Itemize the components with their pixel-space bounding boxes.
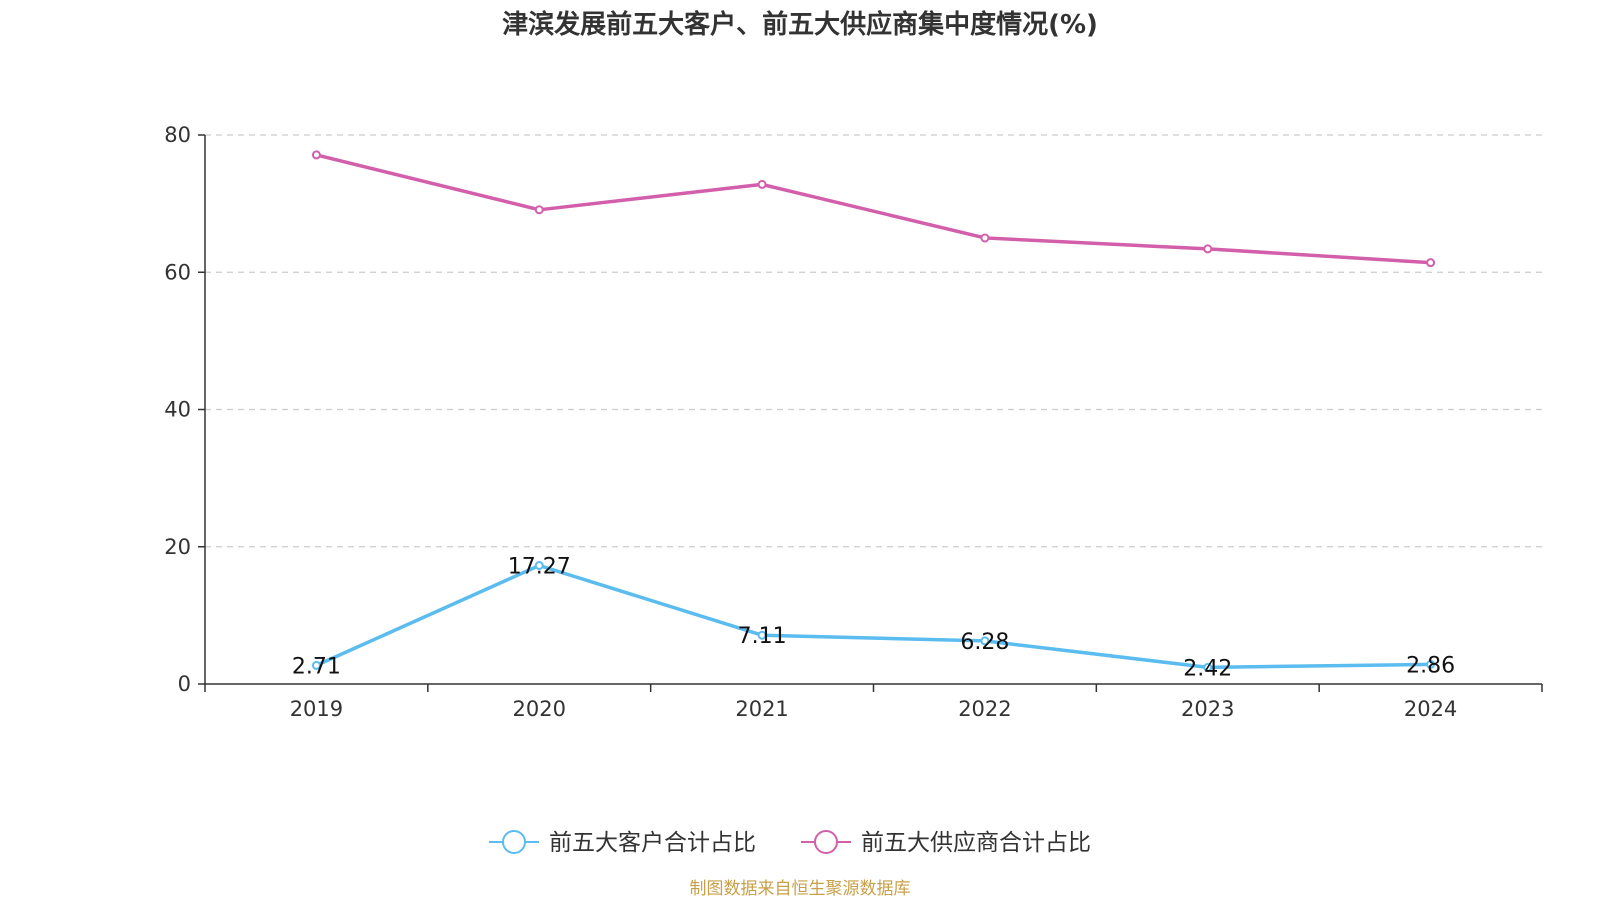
y-tick-label-0: 0 xyxy=(178,672,191,696)
data-label-2020: 17.27 xyxy=(508,554,571,579)
data-label-2022: 6.28 xyxy=(960,630,1009,655)
y-tick-label-20: 20 xyxy=(164,535,191,559)
grid-lines xyxy=(205,134,1542,548)
y-tick-label-60: 60 xyxy=(164,260,191,284)
data-point-1-2024[interactable] xyxy=(1426,659,1436,669)
data-point-2-2024[interactable] xyxy=(1426,258,1436,268)
data-label-2023: 2.42 xyxy=(1183,656,1232,681)
data-point-2-2023[interactable] xyxy=(1203,244,1213,254)
x-tick-label-2020: 2020 xyxy=(513,697,566,721)
series-group xyxy=(311,150,1436,672)
x-tick-label-2024: 2024 xyxy=(1404,697,1457,721)
data-label-2024: 2.86 xyxy=(1406,653,1455,678)
y-tick-label-80: 80 xyxy=(164,123,191,147)
series-2 xyxy=(311,150,1436,268)
data-labels: 2.71 17.27 7.11 6.28 2.42 2.86 xyxy=(292,554,1455,681)
legend-label: 前五大供应商合计占比 xyxy=(861,830,1091,856)
data-point-1-2022[interactable] xyxy=(980,636,990,646)
legend-marker-icon xyxy=(502,830,526,854)
data-point-2-2020[interactable] xyxy=(534,205,544,215)
legend-marker-icon xyxy=(814,830,838,854)
series-1 xyxy=(311,560,1436,672)
y-tick-label-40: 40 xyxy=(164,398,191,422)
legend-label: 前五大客户合计占比 xyxy=(549,830,756,856)
data-label-2021: 7.11 xyxy=(738,624,787,649)
axes: 0 20 40 60 80 2019 2020 2021 2022 2023 2024 xyxy=(164,123,1543,721)
data-point-2-2019[interactable] xyxy=(311,150,321,160)
series-line-1 xyxy=(314,563,1433,670)
data-point-1-2020[interactable] xyxy=(534,560,544,570)
legend-item-2[interactable]: 前五大供应商合计占比 xyxy=(801,830,1091,856)
legend-item-1[interactable]: 前五大客户合计占比 xyxy=(489,830,756,856)
data-point-1-2021[interactable] xyxy=(757,630,767,640)
data-point-1-2019[interactable] xyxy=(311,660,321,670)
chart-title: 津滨发展前五大客户、前五大供应商集中度情况(%) xyxy=(502,9,1098,40)
data-point-2-2022[interactable] xyxy=(980,233,990,243)
series-line-2 xyxy=(314,153,1433,265)
x-tick-label-2021: 2021 xyxy=(735,697,788,721)
data-label-2019: 2.71 xyxy=(292,654,341,679)
x-tick-label-2022: 2022 xyxy=(958,697,1011,721)
x-tick-label-2019: 2019 xyxy=(290,697,343,721)
source-note: 制图数据来自恒生聚源数据库 xyxy=(690,879,911,899)
data-point-2-2021[interactable] xyxy=(757,179,767,189)
legend[interactable]: 前五大客户合计占比 前五大供应商合计占比 xyxy=(489,830,1091,856)
data-point-1-2023[interactable] xyxy=(1203,662,1213,672)
x-tick-label-2023: 2023 xyxy=(1181,697,1234,721)
